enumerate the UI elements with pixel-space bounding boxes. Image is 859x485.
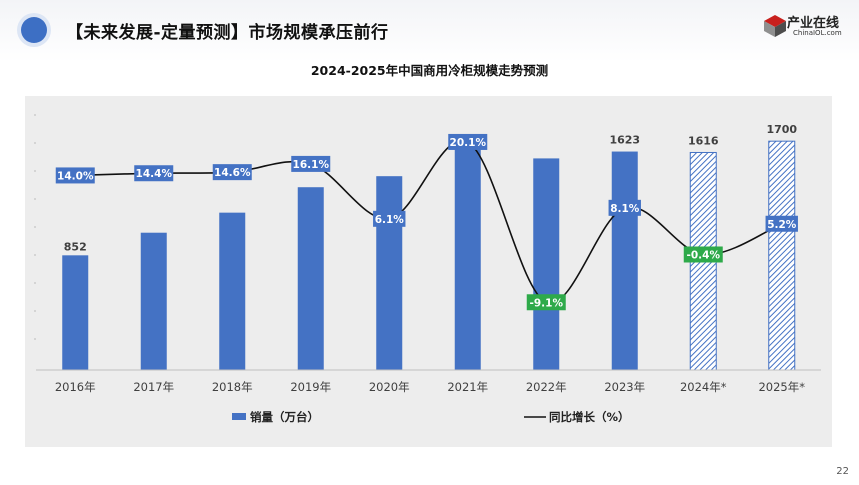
growth-label: 14.6% — [214, 167, 251, 179]
slide-title: 【未来发展-定量预测】市场规模承压前行 — [66, 23, 389, 43]
x-tick-label: 2023年 — [604, 380, 645, 394]
legend-line-label: 同比增长（%） — [549, 410, 630, 424]
bar-value-label: 852 — [64, 240, 87, 253]
growth-label: -0.4% — [687, 249, 721, 261]
bar-2025年* — [768, 140, 796, 371]
growth-label: 14.0% — [57, 170, 94, 182]
growth-label: 14.4% — [136, 168, 173, 180]
page-number: 22 — [836, 466, 849, 477]
x-tick-label: 2019年 — [290, 380, 331, 394]
growth-label-box — [448, 133, 488, 150]
header-band — [0, 0, 859, 62]
x-tick-label: 2016年 — [55, 380, 96, 394]
x-tick-label: 2020年 — [369, 380, 410, 394]
growth-label: 16.1% — [293, 159, 330, 171]
x-tick-label: 2018年 — [212, 380, 253, 394]
logo-english-text: ChinaIOL.com — [793, 29, 842, 37]
brand-logo: 产业在线 ChinaIOL.com — [763, 12, 853, 42]
bar-value-label: 1700 — [766, 123, 797, 136]
decorative-circle-icon — [21, 17, 47, 43]
growth-label: -9.1% — [530, 297, 564, 309]
growth-label-box — [55, 167, 95, 184]
growth-label: 5.2% — [767, 219, 797, 231]
logo-cube-icon — [764, 15, 786, 37]
bar-2016年 — [62, 255, 89, 370]
growth-label-box — [683, 246, 723, 263]
growth-label-box — [212, 164, 252, 181]
bar-2022年 — [533, 158, 560, 370]
bar-2020年 — [376, 176, 403, 370]
legend-bar-label: 销量（万台） — [250, 410, 319, 424]
x-tick-label: 2024年* — [680, 380, 727, 394]
growth-label-box — [373, 210, 406, 227]
x-tick-label: 2017年 — [133, 380, 174, 394]
chart-title: 2024-2025年中国商用冷柜规模走势预测 — [310, 63, 549, 78]
growth-label: 20.1% — [450, 137, 487, 149]
growth-label: 6.1% — [375, 214, 405, 226]
legend-bar-swatch — [232, 413, 246, 420]
bar-value-label: 1616 — [688, 134, 719, 147]
x-tick-label: 2025年* — [758, 380, 805, 394]
logo-chinese-text: 产业在线 — [787, 16, 840, 31]
bar-value-label: 1623 — [609, 134, 640, 147]
bar-2019年 — [297, 187, 324, 370]
bar-2023年 — [611, 151, 638, 370]
bar-2017年 — [140, 232, 167, 370]
growth-label-box — [134, 165, 174, 182]
x-tick-label: 2021年 — [447, 380, 488, 394]
growth-label-box — [526, 294, 566, 311]
growth-label-box — [765, 215, 798, 232]
bar-2018年 — [219, 212, 246, 370]
growth-label: 8.1% — [610, 203, 640, 215]
growth-label-box — [291, 155, 331, 172]
bar-2021年 — [454, 137, 481, 370]
growth-line — [74, 139, 783, 304]
x-tick-label: 2022年 — [526, 380, 567, 394]
growth-label-box — [608, 199, 641, 216]
